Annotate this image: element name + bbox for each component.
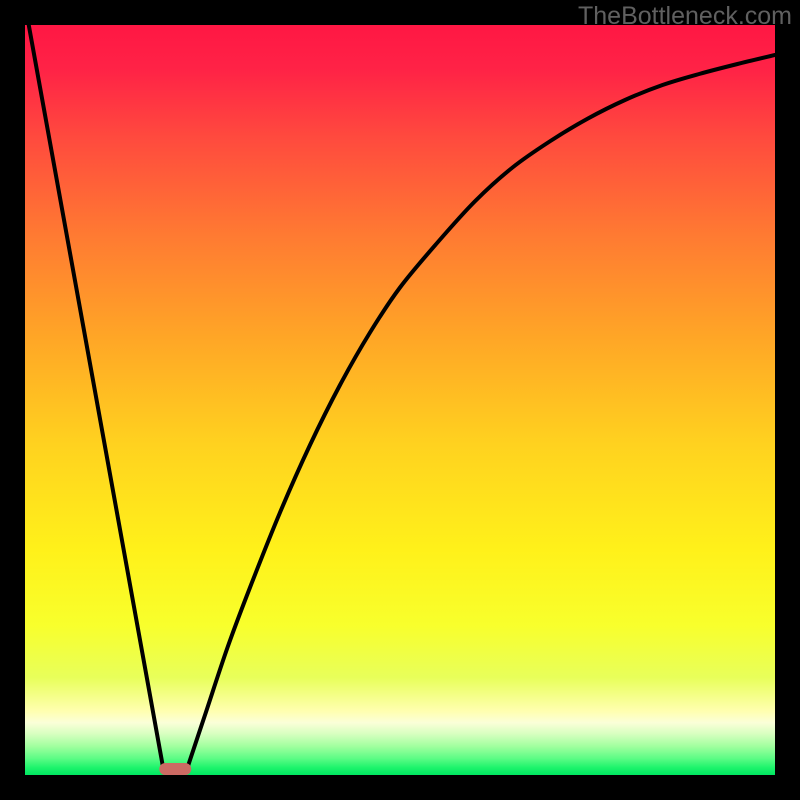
chart-outer-frame: TheBottleneck.com xyxy=(0,0,800,800)
bottleneck-curve xyxy=(25,25,775,775)
plot-area xyxy=(25,25,775,775)
optimal-point-marker xyxy=(159,763,191,775)
